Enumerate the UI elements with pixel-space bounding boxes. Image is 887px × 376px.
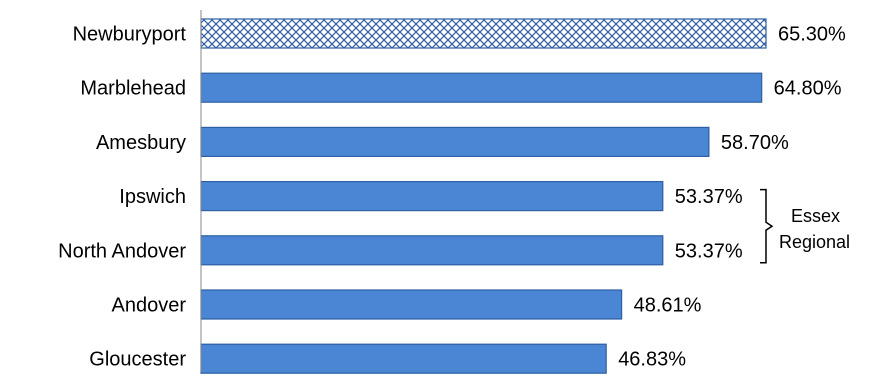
value-label: 48.61% <box>634 295 702 317</box>
bar-amesbury <box>200 126 710 158</box>
bar-north-andover <box>200 235 664 266</box>
annotation-line-1: Essex <box>791 206 840 226</box>
value-label: 64.80% <box>774 78 842 100</box>
category-label: Amesbury <box>96 132 186 154</box>
category-label: Newburyport <box>73 24 187 46</box>
category-label: North Andover <box>58 240 186 262</box>
value-label: 58.70% <box>721 132 789 154</box>
bar-marblehead <box>200 72 763 103</box>
annotation-bracket <box>760 188 774 264</box>
value-label: 53.37% <box>675 240 743 262</box>
category-label: Marblehead <box>80 78 186 100</box>
bar-ipswich <box>200 181 664 212</box>
value-labels: 65.30% 64.80% 58.70% 53.37% 53.37% 48.61% 46.8… <box>618 24 846 371</box>
value-label: 65.30% <box>778 24 846 46</box>
category-label: Gloucester <box>89 349 186 371</box>
essex-regional-annotation: Essex Regional <box>760 188 850 264</box>
value-label: 53.37% <box>675 186 743 208</box>
value-label: 46.83% <box>618 349 686 371</box>
bar-gloucester <box>200 343 607 374</box>
category-label: Ipswich <box>119 186 186 208</box>
bar-newburyport <box>200 18 767 49</box>
annotation-line-2: Regional <box>779 232 850 252</box>
bars-group <box>200 18 767 374</box>
category-label: Andover <box>112 295 187 317</box>
bar-andover <box>200 289 623 320</box>
category-labels: Newburyport Marblehead Amesbury Ipswich Nort… <box>58 24 186 371</box>
